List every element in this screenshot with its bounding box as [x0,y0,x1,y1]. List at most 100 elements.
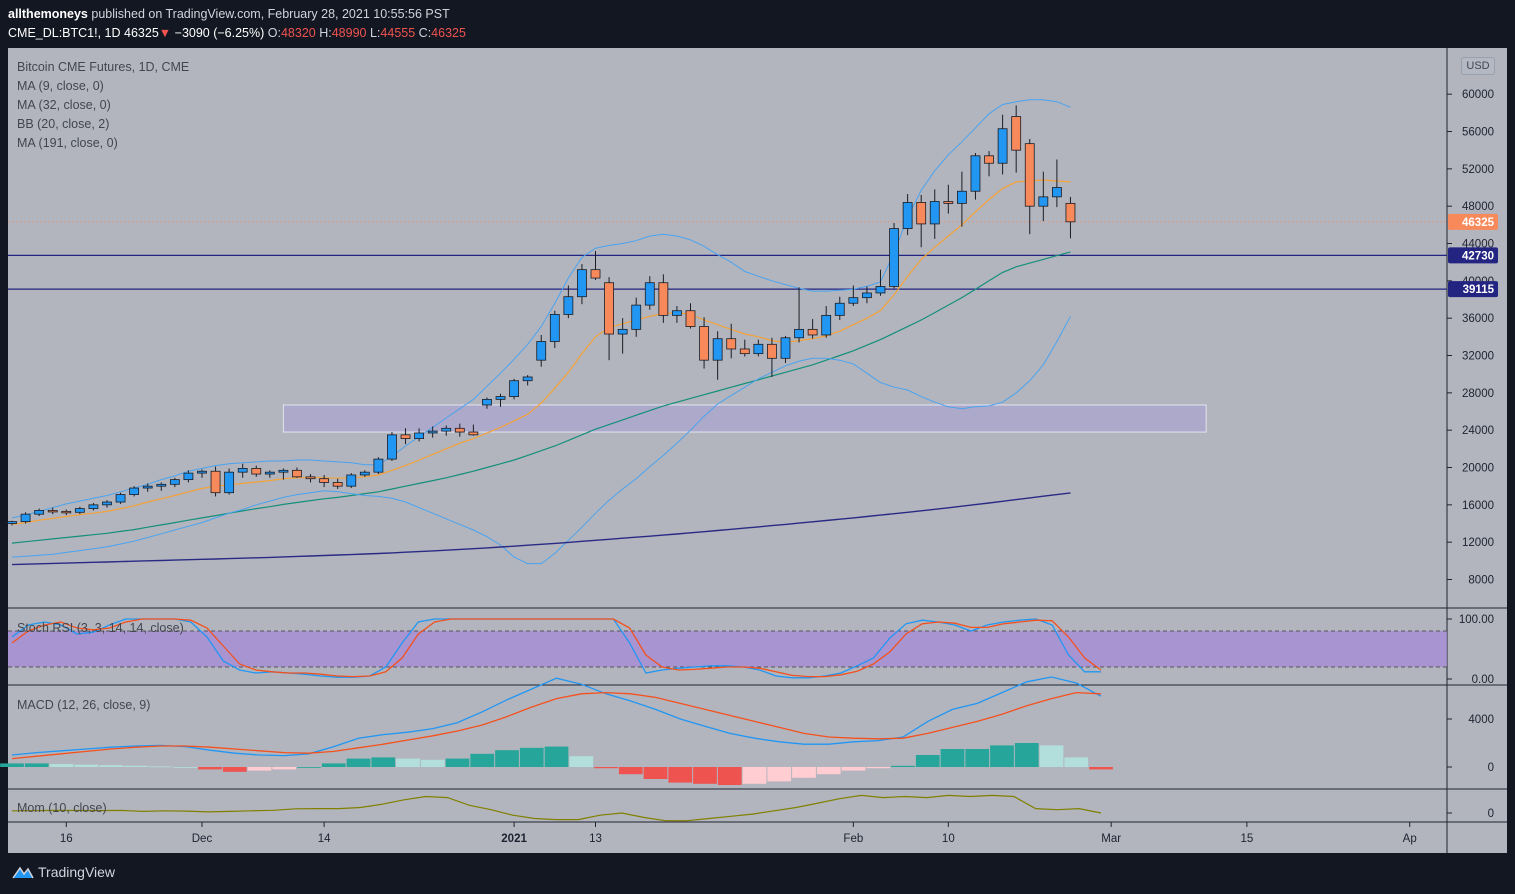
candle-body [427,430,438,434]
price-label-text: 39115 [1463,284,1495,296]
candle-body [332,482,343,487]
candle-body [658,282,669,316]
candle-body [753,343,764,355]
candle-up [264,470,275,478]
candle-body [590,269,601,279]
macd-histogram-bar [123,765,148,767]
candle-body [712,338,723,361]
chart-canvas[interactable]: 8000 12000 16000 20000 24000 28000 32000 36000 4… [0,44,1515,856]
candle-up [224,468,235,495]
price-tick-label: 36000 [1462,313,1494,325]
candle-body [739,348,750,355]
candle-body [1051,187,1062,198]
price-tick-label: 16000 [1462,500,1494,512]
candle-down [699,317,709,369]
candle-body [984,155,994,164]
time-tick-label: 16 [60,833,73,845]
candle-up [156,482,167,491]
candle-up [753,339,764,357]
candle-up [780,335,791,363]
candle-body [875,286,886,294]
macd-signal-line [11,691,1102,760]
macd-tick-label: 0 [1488,762,1494,774]
candle-body [414,432,425,439]
legend-ma9[interactable]: MA (9, close, 0) [17,79,104,93]
candle-up [631,297,642,337]
legend-mom[interactable]: Mom (10, close) [17,801,107,815]
stoch-tick-label: 100.00 [1459,614,1494,626]
candle-up [957,171,967,227]
candle-body [1011,116,1022,151]
macd-histogram-bar [297,767,321,768]
macd-histogram-bar [717,767,742,785]
price-tick-label: 32000 [1462,351,1494,363]
price-tick-label: 28000 [1462,388,1494,400]
price-label-text: 46325 [1462,217,1495,229]
candle-body [794,328,804,339]
candle-body [1024,143,1035,207]
legend-ma191[interactable]: MA (191, close, 0) [17,136,118,150]
legend-bb[interactable]: BB (20, close, 2) [17,117,110,131]
macd-histogram-bar [148,766,173,768]
legend-macd[interactable]: MACD (12, 26, close, 9) [17,698,151,712]
macd-histogram-bar [990,745,1014,767]
candle-body [292,469,302,478]
candle-up [970,152,981,200]
candle-body [1065,202,1076,223]
candle-body [156,483,167,487]
candle-up [712,331,723,380]
candle-body [536,341,547,361]
legend-title[interactable]: Bitcoin CME Futures, 1D, CME [17,60,190,74]
candle-down [332,478,343,489]
bb-lower-line [11,316,1071,565]
time-tick-label: 15 [1240,833,1253,845]
candle-up [522,375,533,386]
candle-body [142,485,153,489]
candle-down [468,424,479,436]
legend-ma32[interactable]: MA (32, close, 0) [17,98,111,112]
candle-body [251,468,262,475]
candle-body [454,427,465,433]
candle-body [617,328,628,335]
price-tick-label: 60000 [1462,89,1494,101]
candle-up [997,114,1008,175]
candle-body [848,297,859,304]
macd-histogram-bar [668,767,693,783]
candle-body [644,282,655,306]
price-label-box [1448,247,1498,264]
macd-histogram-bar [495,750,519,767]
candle-up [88,502,99,511]
candle-up [672,306,682,323]
symbol-line: CME_DL:BTC1!, 1D 46325▼ −3090 (−6.25%) O… [8,26,466,40]
time-tick-label: 13 [589,833,602,845]
price-tick-label: 12000 [1462,537,1494,549]
currency-button[interactable]: USD [1461,57,1495,75]
candle-up [441,425,452,436]
publish-info: published on TradingView.com, February 2… [91,7,450,21]
macd-histogram-bar [866,767,891,769]
candle-body [902,202,913,229]
stoch-tick-label: 0.00 [1472,674,1494,686]
candle-up [278,468,289,480]
macd-histogram-bar [445,758,470,767]
macd-histogram-bar [24,763,49,767]
candle-body [441,427,452,432]
macd-histogram-bar [519,747,544,767]
macd-histogram-bar [371,757,396,767]
candle-down [251,465,262,477]
candle-up [197,469,207,478]
macd-histogram-bar [693,767,717,784]
candle-body [509,380,519,397]
candle-body [373,458,384,473]
candle-up [821,306,832,338]
publisher-name[interactable]: allthemoneys [8,7,88,21]
time-tick-label: Dec [192,833,213,845]
candle-down [604,277,614,361]
macd-histogram-bar [965,749,990,767]
price-tick-label: 8000 [1468,575,1494,587]
candle-up [387,432,397,461]
footer-brand[interactable]: TradingView [38,864,116,880]
candle-body [359,471,370,476]
candle-up [902,194,913,236]
legend-stochrsi[interactable]: Stoch RSI (3, 3, 14, 14, close) [17,621,184,635]
